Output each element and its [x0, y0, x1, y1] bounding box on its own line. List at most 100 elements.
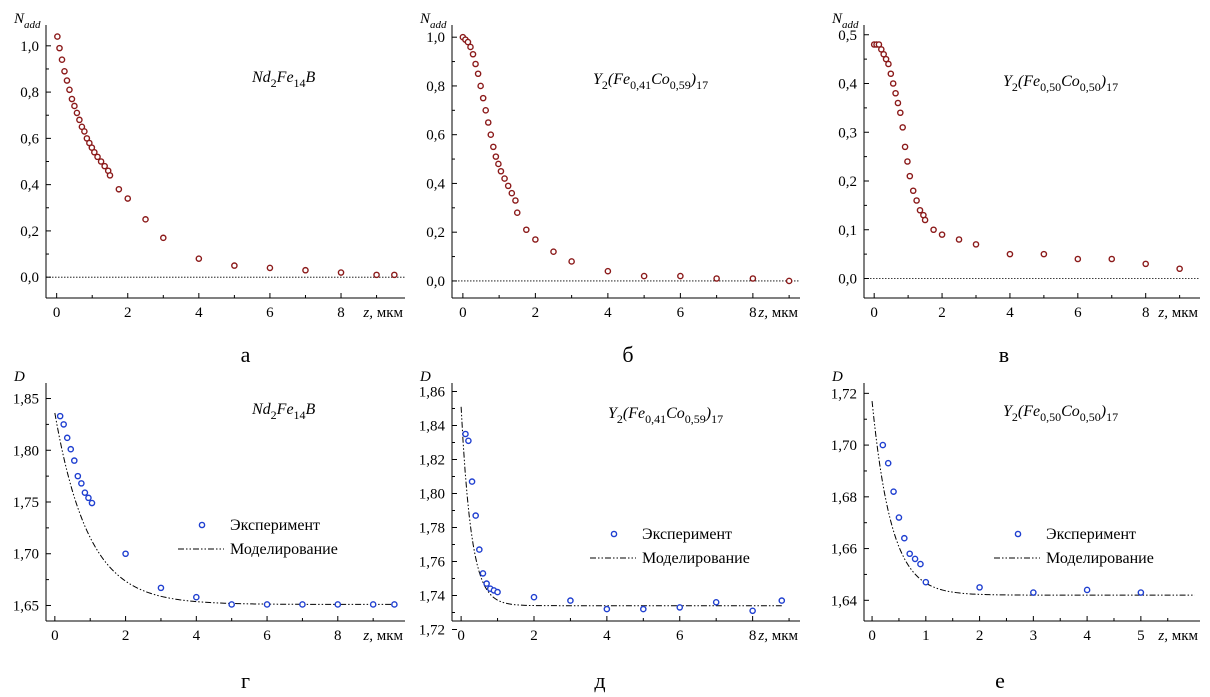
formula-part: Co [666, 405, 685, 422]
formula-part: Y [608, 405, 619, 422]
data-point [76, 116, 83, 124]
x-tick-label: 3 [1030, 628, 1038, 644]
x-tick-label: 0 [51, 628, 59, 644]
formula-part: Fe [276, 401, 294, 418]
compound-formula: Y2(Fe0,50Co0,50)17 [1003, 73, 1118, 94]
x-tick-label: 8 [337, 305, 345, 321]
x-tick-label: 8 [749, 628, 757, 644]
data-point [122, 550, 129, 558]
formula-part: 17 [696, 78, 708, 92]
x-tick-label: 0 [459, 305, 467, 321]
y-tick-label: 0,0 [838, 272, 857, 288]
x-axis-label-var: z, [757, 305, 768, 321]
model-curve [54, 412, 395, 605]
y-tick-label: 1,74 [419, 589, 446, 605]
formula-part: 14 [294, 76, 306, 90]
data-point [477, 82, 484, 90]
data-point [906, 550, 913, 558]
data-point [713, 275, 720, 282]
data-point [54, 33, 61, 40]
x-axis-label-var: z, [1157, 628, 1168, 644]
data-point [157, 584, 165, 592]
data-point [391, 601, 398, 608]
data-point [468, 478, 476, 485]
data-point [1030, 589, 1037, 596]
data-point [892, 89, 899, 97]
data-point [955, 236, 963, 243]
y-tick-label: 0,2 [20, 224, 39, 240]
data-point [462, 430, 469, 438]
data-point [749, 275, 757, 282]
x-tick-label: 4 [195, 305, 203, 321]
formula-part: 0,41 [645, 412, 666, 426]
data-point [299, 601, 306, 608]
legend-model-label: Моделирование [642, 550, 750, 567]
y-tick-label: 1,76 [419, 555, 446, 571]
formula-part: 2 [1012, 80, 1018, 94]
x-axis-label-unit: мкм [1172, 628, 1199, 644]
x-tick-label: 6 [266, 305, 274, 321]
formula-part: Fe [276, 69, 294, 86]
y-axis-label-main: D [831, 369, 843, 385]
formula-part: Nd [251, 401, 272, 418]
data-point [66, 86, 73, 94]
x-tick-label: 4 [193, 628, 201, 644]
data-point [142, 216, 149, 223]
data-point [73, 109, 81, 117]
y-tick-label: 1,72 [419, 623, 445, 639]
data-point [373, 271, 380, 279]
data-point [159, 234, 167, 242]
y-tick-label: 1,80 [13, 443, 39, 459]
y-tick-label: 1,66 [831, 542, 858, 558]
y-tick-label: 0,0 [20, 270, 39, 286]
y-tick-label: 1,75 [13, 495, 39, 511]
y-tick-label: 0,2 [426, 225, 445, 241]
data-point [532, 236, 539, 243]
formula-part: 2 [271, 408, 277, 422]
x-tick-label: 2 [976, 628, 984, 644]
data-point [474, 70, 482, 78]
compound-formula: Nd2Fe14B [251, 401, 316, 422]
x-axis-label-unit: мкм [377, 305, 404, 321]
data-point [464, 38, 472, 46]
panel-letter: е [995, 668, 1005, 693]
x-tick-label: 2 [122, 628, 130, 644]
y-tick-label: 1,80 [419, 487, 445, 503]
data-point [479, 570, 487, 577]
data-point [676, 604, 684, 611]
data-point [1142, 260, 1149, 268]
compound-formula: Nd2Fe14B [251, 69, 316, 90]
data-point [1040, 250, 1048, 258]
data-point [911, 555, 919, 563]
data-point [337, 269, 345, 276]
x-tick-label: 0 [868, 628, 876, 644]
x-axis-label: z, мкм [1157, 305, 1198, 321]
data-point [231, 262, 238, 269]
y-tick-label: 1,0 [20, 39, 39, 55]
y-tick-label: 1,0 [426, 30, 445, 46]
data-point [56, 412, 64, 420]
x-axis-label-unit: мкм [772, 628, 799, 644]
data-point [487, 131, 495, 138]
x-tick-label: 6 [676, 628, 684, 644]
data-point [74, 472, 82, 480]
y-tick-label: 0,1 [838, 223, 857, 239]
data-point [482, 107, 490, 114]
x-tick-label: 8 [334, 628, 342, 644]
data-point [106, 172, 114, 179]
formula-part: 0,41 [630, 78, 651, 92]
data-point [921, 216, 929, 224]
compound-formula: Y2(Fe0,41Co0,59)17 [593, 71, 708, 92]
panel-letter: в [999, 342, 1009, 367]
data-point [899, 124, 906, 131]
data-point [467, 43, 474, 51]
y-axis-label: Nadd [419, 11, 447, 31]
x-tick-label: 0 [53, 305, 61, 321]
data-point [263, 601, 271, 608]
legend-experiment-marker [610, 530, 618, 538]
data-point [369, 601, 377, 608]
x-tick-label: 4 [603, 628, 611, 644]
data-point [68, 95, 76, 103]
x-axis-label: z, мкм [757, 628, 798, 644]
